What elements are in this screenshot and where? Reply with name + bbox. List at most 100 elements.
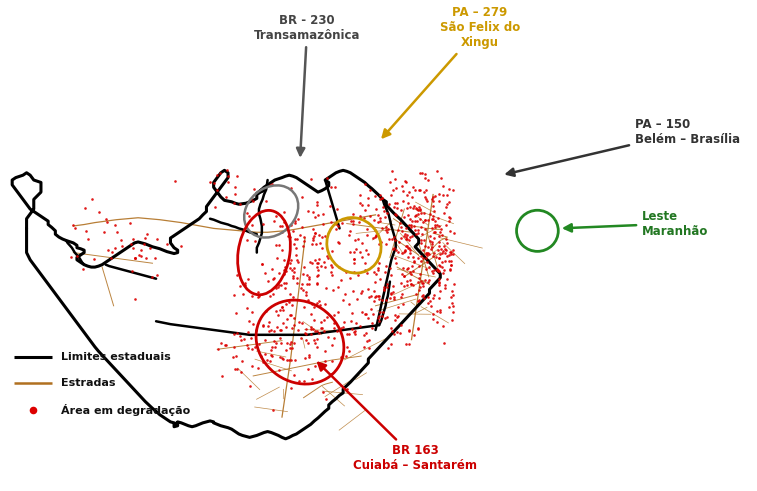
Point — [444, 265, 456, 273]
Point — [354, 218, 366, 226]
Point — [241, 304, 253, 312]
Point — [428, 234, 440, 242]
Point — [427, 197, 439, 205]
Point — [376, 307, 388, 315]
Point — [447, 302, 459, 310]
Text: BR - 230
Transamazônica: BR - 230 Transamazônica — [254, 14, 360, 155]
Point — [302, 297, 314, 304]
Point — [400, 277, 413, 285]
Point — [276, 222, 288, 230]
Point — [433, 278, 445, 286]
Point — [109, 244, 121, 252]
Point — [347, 268, 360, 275]
Point — [438, 242, 450, 250]
Point — [249, 237, 261, 245]
Point — [388, 233, 400, 241]
Point — [341, 385, 354, 393]
Point — [395, 321, 407, 329]
Point — [349, 330, 361, 338]
Point — [231, 329, 243, 337]
Point — [278, 256, 290, 264]
Point — [311, 279, 323, 287]
Point — [402, 253, 414, 261]
Point — [439, 284, 451, 292]
Point — [444, 251, 456, 259]
Point — [418, 236, 430, 244]
Point — [364, 186, 376, 194]
Point — [242, 275, 254, 283]
Point — [372, 264, 384, 272]
Point — [312, 266, 324, 274]
Point — [416, 292, 428, 300]
Point — [276, 303, 288, 311]
Point — [408, 222, 420, 230]
Point — [129, 254, 141, 262]
Point — [287, 293, 299, 300]
Point — [362, 250, 374, 258]
Point — [322, 254, 334, 262]
Point — [300, 330, 312, 338]
Point — [420, 249, 432, 257]
Point — [356, 288, 368, 296]
Point — [357, 343, 369, 351]
Point — [363, 336, 375, 344]
Point — [270, 242, 282, 249]
Point — [239, 281, 251, 289]
Point — [357, 331, 369, 339]
Point — [403, 249, 416, 257]
Point — [378, 268, 391, 275]
Point — [432, 190, 444, 198]
Point — [351, 296, 363, 303]
Point — [438, 281, 450, 289]
Point — [279, 267, 291, 275]
Point — [295, 319, 307, 327]
Point — [389, 317, 401, 325]
Point — [309, 229, 321, 237]
Point — [297, 242, 309, 250]
Point — [307, 259, 319, 267]
Point — [319, 263, 332, 271]
Point — [242, 344, 254, 352]
Point — [403, 221, 416, 229]
Point — [370, 231, 382, 239]
Point — [440, 235, 452, 243]
Point — [292, 259, 304, 267]
Point — [288, 321, 300, 329]
Point — [325, 370, 337, 378]
Point — [349, 327, 361, 335]
Point — [319, 347, 331, 355]
Point — [304, 310, 316, 318]
Point — [447, 308, 459, 316]
Point — [266, 180, 278, 188]
Point — [415, 237, 427, 245]
Point — [337, 323, 349, 330]
Point — [388, 295, 400, 303]
Point — [287, 272, 299, 279]
Point — [397, 282, 410, 290]
Point — [284, 259, 296, 267]
Point — [385, 167, 397, 175]
Text: PA – 150
Belém – Brasília: PA – 150 Belém – Brasília — [507, 118, 740, 176]
Point — [288, 356, 301, 364]
Point — [431, 215, 444, 222]
Point — [400, 224, 413, 232]
Point — [405, 280, 417, 288]
Point — [354, 212, 366, 220]
Point — [262, 277, 274, 285]
Point — [309, 362, 321, 370]
Point — [433, 261, 445, 269]
Point — [274, 326, 286, 333]
Point — [338, 291, 350, 299]
Point — [382, 200, 394, 208]
Point — [298, 263, 310, 271]
Point — [369, 233, 381, 241]
Point — [429, 228, 441, 236]
Point — [356, 239, 368, 247]
Point — [391, 226, 403, 234]
Point — [220, 341, 232, 349]
Point — [291, 326, 304, 334]
Point — [374, 307, 386, 315]
Point — [398, 248, 410, 256]
Point — [432, 246, 444, 253]
Point — [116, 242, 128, 250]
